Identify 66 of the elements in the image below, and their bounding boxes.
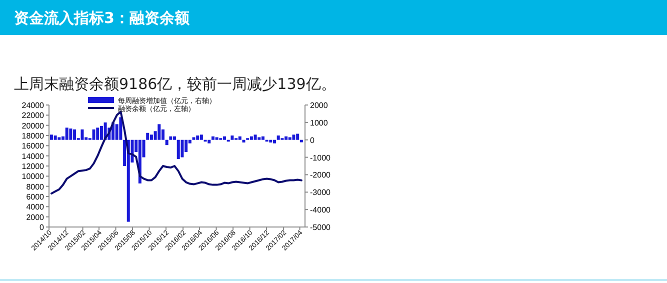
- bar: [230, 136, 234, 140]
- bar: [296, 134, 300, 140]
- bar: [292, 134, 296, 140]
- bar: [238, 136, 242, 140]
- bar: [146, 132, 150, 140]
- y-tick-label: 8000: [26, 182, 45, 192]
- y2-tick-label: -2000: [310, 170, 332, 180]
- bar: [50, 134, 53, 140]
- bar: [158, 124, 161, 140]
- y2-tick-label: -3000: [310, 188, 332, 198]
- bar: [215, 137, 218, 140]
- bar: [200, 134, 203, 140]
- bar: [173, 136, 176, 140]
- line-series: [50, 110, 302, 194]
- bar: [92, 129, 96, 140]
- bar: [100, 126, 103, 140]
- y-tick-label: 10000: [22, 172, 45, 182]
- y-tick-label: 2000: [26, 212, 45, 222]
- bar: [208, 140, 211, 144]
- bar: [126, 140, 130, 222]
- bar: [273, 140, 276, 144]
- bar: [288, 137, 292, 140]
- y2-tick-label: 2000: [310, 101, 328, 110]
- bar: [300, 140, 303, 142]
- y-tick-label: 22000: [22, 111, 45, 120]
- y-tick-label: 4000: [26, 202, 45, 212]
- y2-tick-label: -4000: [310, 206, 332, 215]
- y2-tick-label: 0: [310, 136, 315, 145]
- bar: [96, 128, 100, 140]
- bar: [258, 137, 261, 140]
- y2-tick-label: -1000: [310, 153, 332, 162]
- y-tick-label: 0: [40, 223, 45, 232]
- bar: [119, 117, 122, 140]
- chart-title: 资金流入指标3：融资余额: [14, 9, 190, 27]
- y-tick-label: 24000: [22, 101, 45, 110]
- bar: [196, 136, 200, 140]
- bar: [54, 136, 57, 140]
- bar: [192, 137, 196, 140]
- bar: [242, 140, 246, 142]
- chart-subtitle: 上周末融资余额9186亿，较前一周减少139亿。: [14, 75, 336, 93]
- y-tick-label: 12000: [22, 162, 45, 171]
- bar: [80, 129, 84, 140]
- y-tick-label: 6000: [26, 192, 45, 202]
- y-tick-label: 16000: [22, 142, 45, 151]
- bar: [65, 128, 68, 140]
- bar: [180, 140, 184, 158]
- bar: [69, 128, 72, 140]
- y-tick-label: 20000: [22, 121, 45, 130]
- bar: [276, 136, 280, 140]
- bar: [58, 137, 61, 140]
- bar: [284, 136, 288, 140]
- bar: [150, 134, 153, 140]
- y2-tick-label: -5000: [310, 223, 332, 232]
- bar: [169, 136, 172, 140]
- bar: [269, 140, 272, 142]
- bar: [165, 140, 168, 146]
- y-tick-label: 14000: [22, 152, 45, 161]
- bar: [254, 134, 257, 140]
- bar: [176, 140, 180, 160]
- y-tick-label: 18000: [22, 132, 45, 140]
- bar: [261, 136, 264, 140]
- bar: [250, 136, 253, 140]
- y2-tick-label: 1000: [310, 118, 328, 128]
- bar: [223, 136, 226, 140]
- bar: [211, 136, 214, 140]
- bar: [73, 129, 76, 140]
